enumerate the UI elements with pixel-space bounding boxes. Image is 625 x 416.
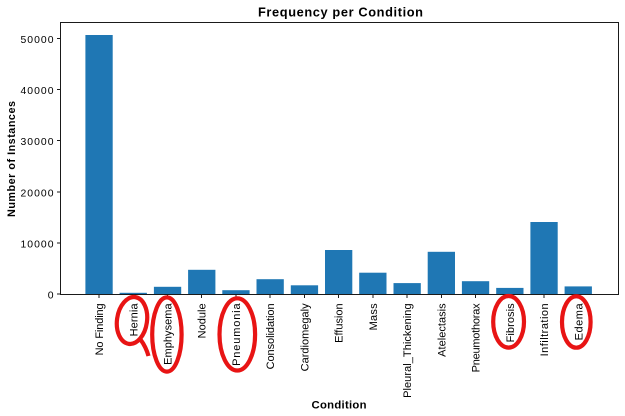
svg-text:Pneumonia: Pneumonia — [231, 303, 243, 366]
svg-text:10000: 10000 — [21, 239, 54, 250]
svg-text:Emphysema: Emphysema — [163, 303, 175, 365]
svg-text:40000: 40000 — [21, 86, 54, 97]
svg-text:20000: 20000 — [21, 188, 54, 199]
svg-text:Frequency per Condition: Frequency per Condition — [258, 5, 423, 20]
svg-text:Mass: Mass — [368, 303, 380, 331]
svg-text:Fibrosis: Fibrosis — [505, 303, 517, 343]
svg-text:Atelectasis: Atelectasis — [436, 303, 448, 357]
svg-text:Nodule: Nodule — [197, 303, 209, 338]
svg-text:Number of Instances: Number of Instances — [6, 101, 18, 217]
svg-text:Edema: Edema — [573, 303, 585, 341]
svg-text:Pneumothorax: Pneumothorax — [471, 303, 483, 373]
svg-text:Effusion: Effusion — [334, 303, 346, 343]
svg-text:Pleural_Thickening: Pleural_Thickening — [402, 303, 414, 398]
svg-text:30000: 30000 — [21, 137, 54, 148]
svg-text:0: 0 — [48, 290, 54, 301]
svg-text:Hernia: Hernia — [128, 303, 140, 337]
svg-text:50000: 50000 — [21, 35, 54, 46]
svg-text:Infiltration: Infiltration — [539, 303, 551, 356]
svg-text:Condition: Condition — [312, 400, 367, 412]
svg-text:No Finding: No Finding — [94, 303, 106, 355]
svg-text:Cardiomegaly: Cardiomegaly — [299, 303, 311, 372]
svg-text:Consolidation: Consolidation — [265, 303, 277, 369]
